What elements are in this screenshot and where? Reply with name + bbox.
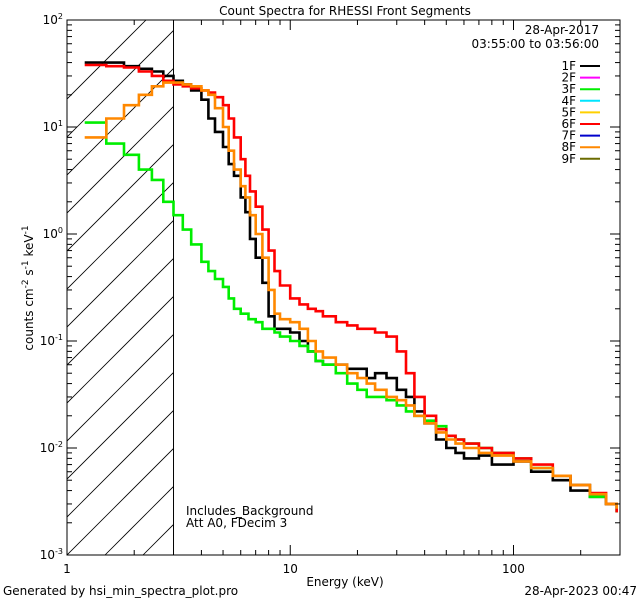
series-line-3F bbox=[84, 121, 618, 513]
legend-label-6F: 6F bbox=[561, 117, 576, 131]
hatch-line bbox=[409, 0, 640, 555]
hatch-line bbox=[67, 257, 174, 366]
y-tick-label: 10-3 bbox=[40, 547, 63, 562]
series-layer bbox=[84, 61, 618, 513]
y-tick-label: 10-1 bbox=[40, 333, 63, 348]
hatch-line bbox=[219, 0, 640, 555]
x-tick-label: 10 bbox=[283, 562, 298, 576]
legend-time-range: 03:55:00 to 03:56:00 bbox=[472, 37, 599, 51]
legend-label-4F: 4F bbox=[561, 94, 576, 108]
y-tick-label: 101 bbox=[43, 119, 63, 134]
x-tick-label: 1 bbox=[63, 562, 71, 576]
hatch-line bbox=[67, 67, 174, 176]
legend-label-9F: 9F bbox=[561, 152, 576, 166]
y-tick-label: 10-2 bbox=[40, 440, 63, 455]
y-tick-label: 102 bbox=[43, 12, 63, 27]
series-line-8F bbox=[84, 81, 618, 509]
plot-frame bbox=[66, 19, 621, 556]
legend-label-7F: 7F bbox=[561, 129, 576, 143]
hatch-line bbox=[67, 333, 174, 442]
hatch-line bbox=[67, 219, 174, 328]
hatched-region bbox=[67, 0, 640, 555]
annotation-attenuator: Att A0, FDecim 3 bbox=[186, 516, 287, 530]
hatch-line bbox=[67, 143, 174, 252]
series-line-1F bbox=[84, 61, 618, 513]
hatch-line bbox=[257, 0, 640, 555]
x-axis-label: Energy (keV) bbox=[306, 575, 383, 589]
legend-label-5F: 5F bbox=[561, 105, 576, 119]
legend-date: 28-Apr-2017 bbox=[525, 23, 599, 37]
hatch-line bbox=[67, 105, 174, 214]
legend-label-3F: 3F bbox=[561, 82, 576, 96]
hatch-line bbox=[333, 0, 640, 555]
legend-label-1F: 1F bbox=[561, 59, 576, 73]
y-tick-label: 100 bbox=[43, 226, 63, 241]
chart-title: Count Spectra for RHESSI Front Segments bbox=[219, 4, 471, 18]
legend: 28-Apr-2017 03:55:00 to 03:56:00 1F2F3F4… bbox=[472, 23, 600, 166]
annotation-background: Includes_Background bbox=[186, 504, 314, 518]
hatch-line bbox=[371, 0, 640, 555]
hatch-line bbox=[67, 371, 174, 480]
hatch-line bbox=[67, 447, 174, 555]
y-axis: 10-3 10-2 10-1 100 101 102 bbox=[40, 12, 620, 562]
hatch-line bbox=[67, 181, 174, 290]
hatch-line bbox=[67, 20, 147, 100]
y-axis-label: counts cm-2 s-1 keV-1 bbox=[21, 225, 36, 350]
footer-timestamp: 28-Apr-2023 00:47 bbox=[524, 584, 637, 598]
footer-generated-by: Generated by hsi_min_spectra_plot.pro bbox=[3, 584, 238, 598]
x-axis: 1 10 100 bbox=[63, 20, 621, 576]
hatch-line bbox=[67, 409, 174, 518]
hatch-line bbox=[295, 0, 640, 555]
series-line-6F bbox=[84, 63, 618, 513]
legend-label-2F: 2F bbox=[561, 71, 576, 85]
legend-label-8F: 8F bbox=[561, 140, 576, 154]
x-tick-label: 100 bbox=[502, 562, 525, 576]
hatch-line bbox=[67, 29, 174, 138]
